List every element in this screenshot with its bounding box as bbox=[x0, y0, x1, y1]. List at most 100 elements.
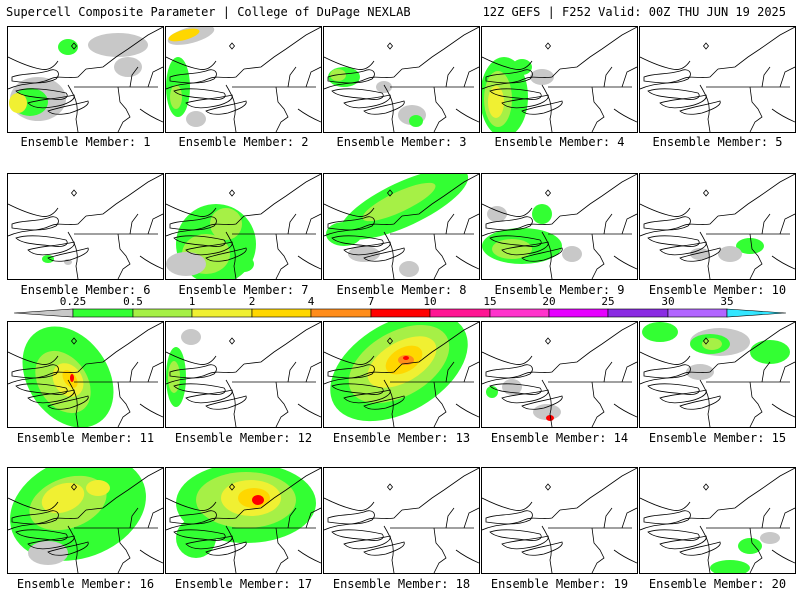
state-border bbox=[324, 68, 403, 90]
state-border bbox=[455, 255, 479, 270]
map-title: Supercell Composite Parameter | College … bbox=[6, 5, 411, 19]
ensemble-map bbox=[324, 468, 479, 573]
great-lake-outline bbox=[331, 383, 384, 395]
colorbar-segment bbox=[429, 308, 491, 318]
ensemble-map-panel-14 bbox=[481, 321, 638, 428]
state-border bbox=[166, 215, 245, 237]
great-lake-outline bbox=[485, 510, 533, 525]
great-lake-outline bbox=[343, 535, 391, 550]
great-lake-outline bbox=[327, 216, 375, 231]
state-border bbox=[541, 231, 553, 279]
ensemble-member-label: Ensemble Member: 18 bbox=[332, 577, 471, 591]
state-border bbox=[699, 379, 711, 427]
state-border bbox=[383, 379, 395, 427]
great-lake-outline bbox=[363, 395, 405, 410]
state-border bbox=[640, 68, 719, 90]
ensemble-map bbox=[640, 322, 795, 427]
great-lake-outline bbox=[173, 235, 226, 247]
scp-contour-shading bbox=[176, 518, 216, 558]
great-lake-outline bbox=[11, 364, 59, 379]
scp-contour-shading bbox=[403, 356, 409, 360]
ensemble-member-label: Ensemble Member: 13 bbox=[332, 431, 471, 445]
state-border bbox=[779, 66, 795, 88]
great-lake-outline bbox=[173, 529, 226, 541]
state-border bbox=[761, 66, 771, 88]
great-lake-outline bbox=[501, 389, 549, 404]
state-border bbox=[401, 322, 479, 365]
great-lake-outline bbox=[647, 235, 700, 247]
great-lake-outline bbox=[11, 69, 59, 84]
state-border bbox=[717, 322, 795, 365]
station-marker bbox=[544, 42, 552, 50]
state-border bbox=[771, 549, 795, 564]
state-border bbox=[463, 66, 479, 88]
state-border bbox=[324, 203, 375, 217]
scp-contour-shading bbox=[114, 57, 142, 77]
scp-contour-shading bbox=[546, 415, 554, 421]
great-lake-outline bbox=[521, 100, 563, 115]
colorbar-segment bbox=[370, 308, 431, 318]
state-border bbox=[243, 174, 321, 217]
great-lake-outline bbox=[659, 94, 707, 109]
great-lake-outline bbox=[485, 364, 533, 379]
ensemble-map-panel-13 bbox=[323, 321, 480, 428]
scp-contour-shading bbox=[642, 322, 678, 342]
great-lake-outline bbox=[501, 241, 549, 256]
state-border bbox=[761, 507, 771, 529]
scp-contour-shading bbox=[533, 404, 561, 420]
ensemble-member-label: Ensemble Member: 6 bbox=[20, 283, 151, 297]
colorbar-segment bbox=[548, 308, 609, 318]
state-border bbox=[482, 497, 533, 511]
state-border bbox=[129, 507, 139, 529]
great-lake-outline bbox=[501, 94, 549, 109]
state-border bbox=[621, 507, 637, 529]
state-border bbox=[761, 361, 771, 383]
scp-contour-shading bbox=[42, 255, 54, 263]
ensemble-member-label: Ensemble Member: 5 bbox=[652, 135, 783, 149]
great-lake-outline bbox=[205, 541, 247, 556]
great-lake-outline bbox=[205, 247, 247, 262]
great-lake-outline bbox=[47, 100, 89, 115]
state-border bbox=[613, 549, 637, 564]
state-border bbox=[771, 255, 795, 270]
ensemble-map bbox=[166, 468, 321, 573]
scp-contour-shading bbox=[170, 85, 182, 109]
great-lake-outline bbox=[489, 383, 542, 395]
scp-contour-shading bbox=[376, 81, 392, 93]
ensemble-map-panel-19 bbox=[481, 467, 638, 574]
colorbar-segment bbox=[667, 308, 728, 318]
scp-contour-shading bbox=[487, 206, 507, 222]
station-marker bbox=[386, 483, 394, 491]
great-lake-outline bbox=[11, 216, 59, 231]
state-border bbox=[67, 231, 79, 279]
state-border bbox=[139, 403, 163, 418]
state-border bbox=[383, 231, 395, 279]
state-border bbox=[275, 86, 289, 132]
state-border bbox=[297, 403, 321, 418]
ensemble-map-panel-4 bbox=[481, 26, 638, 133]
colorbar-segment bbox=[72, 308, 134, 318]
state-border bbox=[613, 255, 637, 270]
ensemble-map bbox=[8, 468, 163, 573]
state-border bbox=[139, 549, 163, 564]
state-border bbox=[324, 509, 403, 531]
scp-contour-shading bbox=[686, 364, 714, 380]
station-marker bbox=[386, 42, 394, 50]
ensemble-map bbox=[640, 27, 795, 132]
ensemble-map-panel-3 bbox=[323, 26, 480, 133]
ensemble-member-label: Ensemble Member: 12 bbox=[174, 431, 313, 445]
scp-contour-shading bbox=[488, 86, 504, 118]
great-lake-outline bbox=[521, 541, 563, 556]
state-border bbox=[287, 507, 297, 529]
great-lake-outline bbox=[169, 364, 217, 379]
state-border bbox=[455, 549, 479, 564]
great-lake-outline bbox=[205, 395, 247, 410]
state-border bbox=[324, 351, 375, 365]
scp-contour-shading bbox=[252, 495, 264, 505]
great-lake-outline bbox=[489, 235, 542, 247]
great-lake-outline bbox=[331, 235, 384, 247]
ensemble-map bbox=[324, 322, 479, 427]
state-border bbox=[779, 507, 795, 529]
state-border bbox=[383, 525, 395, 573]
station-marker bbox=[386, 337, 394, 345]
